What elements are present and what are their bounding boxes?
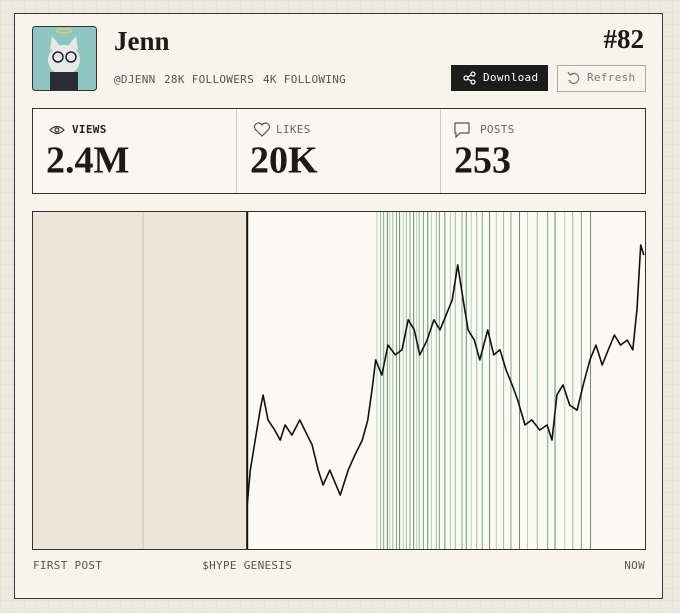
followers: 28K FOLLOWERS (164, 73, 254, 86)
stat-label: LIKES (276, 123, 311, 136)
pre-genesis-region (33, 212, 248, 549)
stat-label: POSTS (480, 123, 515, 136)
download-button[interactable]: Download (451, 65, 548, 91)
chart (32, 211, 646, 550)
handle: @DJENN (114, 73, 156, 86)
stat-value: 253 (454, 140, 511, 182)
stat-value: 2.4M (46, 140, 129, 182)
avatar (32, 26, 97, 91)
following: 4K FOLLOWING (263, 73, 346, 86)
download-label: Download (483, 71, 538, 84)
refresh-label: Refresh (587, 71, 635, 84)
x-label: FIRST POST (33, 559, 102, 572)
price-line (246, 244, 645, 505)
x-label: $HYPE GENESIS (202, 559, 292, 572)
refresh-button[interactable]: Refresh (557, 65, 646, 92)
stats-panel (32, 108, 646, 194)
stat-label: VIEWS (72, 123, 107, 136)
profile-name: Jenn (114, 26, 170, 56)
rank: #82 (604, 24, 645, 54)
x-label: NOW (624, 559, 645, 572)
stat-value: 20K (250, 140, 318, 182)
